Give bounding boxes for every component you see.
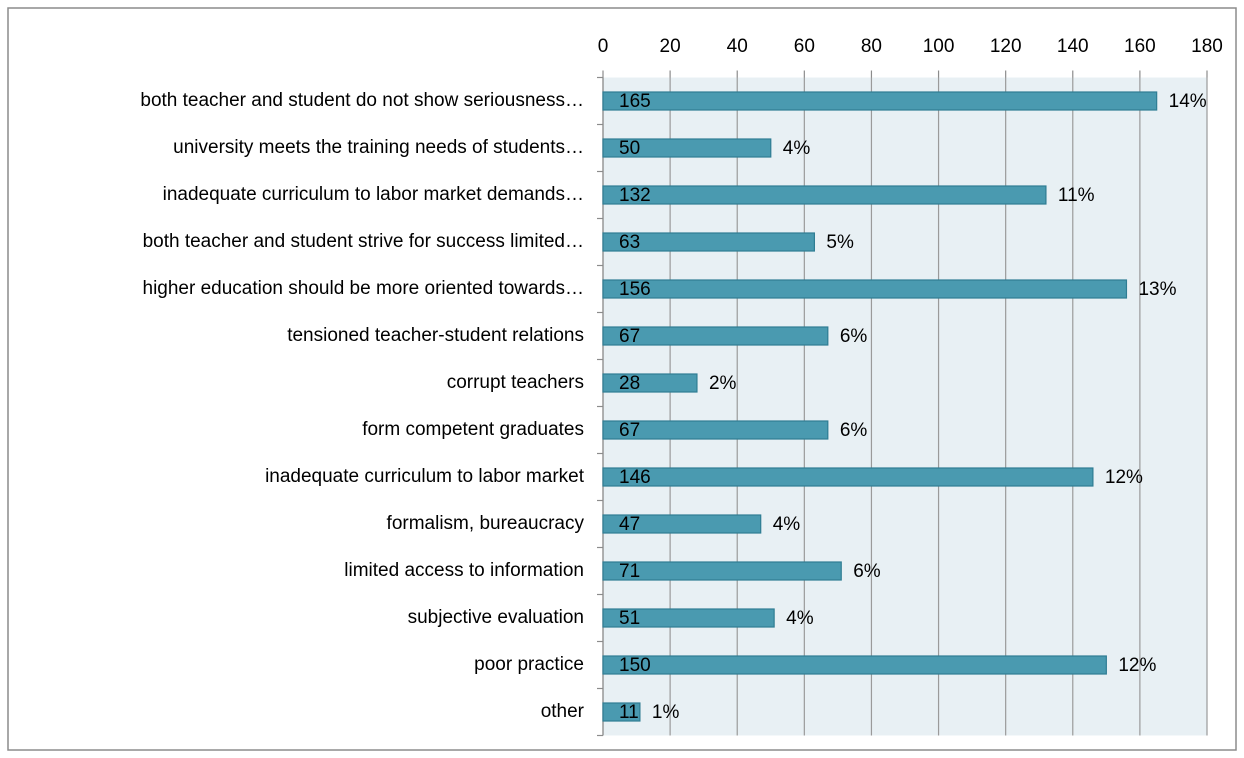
y-tick-label: inadequate curriculum to labor market de… [163,184,584,205]
bar [602,702,641,722]
y-tick-label: poor practice [474,654,584,675]
bar [602,373,698,393]
bar [602,232,815,252]
bar [602,279,1128,299]
percent-label: 2% [709,373,737,394]
y-tick-label: corrupt teachers [447,372,584,393]
x-tick-label: 100 [923,36,955,57]
percent-label: 12% [1118,655,1156,676]
value-label: 165 [619,91,651,112]
value-label: 71 [619,561,640,582]
y-tick-label: formalism, bureaucracy [387,513,585,534]
bar [602,514,762,534]
percent-label: 6% [840,420,868,441]
value-label: 47 [619,514,640,535]
x-tick-label: 180 [1191,36,1223,57]
value-label: 67 [619,420,640,441]
percent-label: 1% [652,702,680,723]
percent-label: 13% [1138,279,1176,300]
y-tick-label: tensioned teacher-student relations [287,325,584,346]
value-label: 50 [619,138,640,159]
x-tick-label: 160 [1124,36,1156,57]
percent-label: 4% [773,514,801,535]
y-tick-label: higher education should be more oriented… [143,278,585,299]
bar [602,185,1047,205]
y-tick-label: university meets the training needs of s… [173,137,584,158]
value-label: 51 [619,608,640,629]
y-tick-label: other [541,701,585,722]
y-tick-label: limited access to information [344,560,584,581]
bar [602,326,829,346]
x-tick-label: 120 [990,36,1022,57]
plot-area [603,77,1207,736]
value-label: 150 [619,655,651,676]
y-tick-label: subjective evaluation [408,607,584,628]
x-tick-label: 80 [861,36,882,57]
bar [602,420,829,440]
bar [602,561,842,581]
x-tick-label: 40 [727,36,748,57]
percent-label: 6% [853,561,881,582]
bar [602,608,775,628]
value-label: 156 [619,279,651,300]
y-tick-label: inadequate curriculum to labor market [265,466,585,487]
x-tick-label: 60 [794,36,815,57]
value-label: 63 [619,232,640,253]
value-label: 132 [619,185,651,206]
value-label: 11 [619,702,639,723]
bar [602,91,1158,111]
percent-label: 14% [1169,91,1207,112]
y-tick-label: form competent graduates [362,419,584,440]
value-label: 67 [619,326,640,347]
bar [602,467,1094,487]
percent-label: 11% [1058,185,1095,206]
x-tick-label: 0 [598,36,609,57]
percent-label: 6% [840,326,868,347]
x-tick-label: 20 [660,36,681,57]
percent-label: 12% [1105,467,1143,488]
x-tick-label: 140 [1057,36,1089,57]
percent-label: 4% [783,138,811,159]
percent-label: 4% [786,608,814,629]
bar [602,138,772,158]
value-label: 28 [619,373,640,394]
bar [602,655,1107,675]
value-label: 146 [619,467,651,488]
y-tick-label: both teacher and student strive for succ… [143,231,584,252]
percent-label: 5% [826,232,854,253]
y-tick-label: both teacher and student do not show ser… [140,90,584,111]
